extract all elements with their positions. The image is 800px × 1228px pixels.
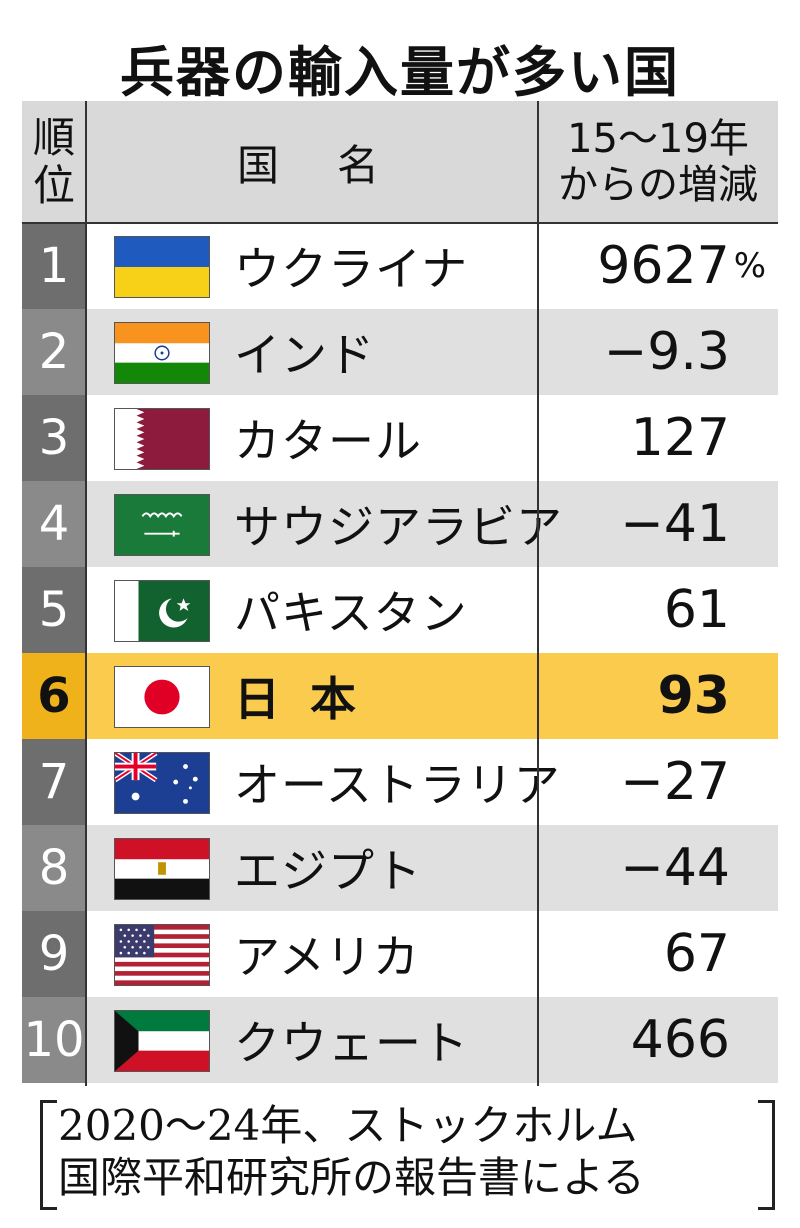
source-line-2: 国際平和研究所の報告書による xyxy=(58,1153,645,1202)
table-row: 7 オーストラリア −27 xyxy=(22,739,778,825)
rank-cell: 2 xyxy=(22,309,86,395)
column-divider xyxy=(85,101,87,1086)
header-change: 15〜19年 からの増減 xyxy=(538,101,778,223)
table-row: 8 エジプト −44 xyxy=(22,825,778,911)
table-row-highlighted: 6 日本 93 xyxy=(22,653,778,739)
header-change-line1: 15〜19年 xyxy=(567,116,749,162)
change-value: −41 xyxy=(620,494,730,554)
table-row: 10 クウェート 466 xyxy=(22,997,778,1083)
rank-cell: 7 xyxy=(22,739,86,825)
right-bracket xyxy=(758,1100,775,1210)
rank-cell: 1 xyxy=(22,223,86,309)
rank-cell: 6 xyxy=(22,653,86,739)
header-change-line2: からの増減 xyxy=(558,162,758,208)
change-value: −9.3 xyxy=(603,322,730,382)
saudi-arabia-flag-icon xyxy=(114,494,210,556)
header-rank: 順 位 xyxy=(22,101,86,223)
country-name: ウクライナ xyxy=(234,242,469,296)
country-name: サウジアラビア xyxy=(234,500,563,554)
page-title: 兵器の輸入量が多い国 xyxy=(120,41,680,104)
india-flag-icon xyxy=(114,322,210,384)
japan-flag-icon xyxy=(114,666,210,728)
change-value: 67 xyxy=(663,924,730,984)
table-row: 5 パキスタン 61 xyxy=(22,567,778,653)
table-row: 9 アメリカ 67 xyxy=(22,911,778,997)
table-row: 3 カタール 127 xyxy=(22,395,778,481)
country-name: オーストラリア xyxy=(234,758,561,812)
rank-cell: 4 xyxy=(22,481,86,567)
country-name: インド xyxy=(234,328,375,382)
header-rank-line1: 順 xyxy=(32,113,75,162)
header-divider xyxy=(22,222,778,224)
table-header: 順 位 国 名 15〜19年 からの増減 xyxy=(22,101,778,223)
change-value: 9627% xyxy=(538,223,766,309)
rank-cell: 3 xyxy=(22,395,86,481)
country-name: パキスタン xyxy=(234,586,468,640)
table-row: 4 サウジアラビア −41 xyxy=(22,481,778,567)
change-value: 127 xyxy=(630,408,730,468)
percent-unit: % xyxy=(733,246,766,286)
country-name: 日本 xyxy=(234,672,386,726)
egypt-flag-icon xyxy=(114,838,210,900)
table-row: 1 ウクライナ 9627% xyxy=(22,223,778,309)
change-value: 466 xyxy=(630,1010,730,1070)
pakistan-flag-icon xyxy=(114,580,210,642)
rank-cell: 9 xyxy=(22,911,86,997)
column-divider xyxy=(537,101,539,1086)
country-name: クウェート xyxy=(234,1016,469,1070)
country-name: アメリカ xyxy=(234,930,420,984)
country-name: エジプト xyxy=(234,844,422,898)
header-country-name: 国 名 xyxy=(236,140,387,190)
change-value: 93 xyxy=(657,666,730,726)
ranking-table: 順 位 国 名 15〜19年 からの増減 1 ウクライナ 9627% 2 インド… xyxy=(22,101,778,1086)
ukraine-flag-icon xyxy=(114,236,210,298)
source-line-1: 2020〜24年、ストックホルム xyxy=(58,1101,638,1150)
change-number: 9627 xyxy=(597,236,730,296)
kuwait-flag-icon xyxy=(114,1010,210,1072)
table-row: 2 インド −9.3 xyxy=(22,309,778,395)
rank-cell: 8 xyxy=(22,825,86,911)
change-value: −27 xyxy=(620,752,730,812)
qatar-flag-icon xyxy=(114,408,210,470)
rank-cell: 10 xyxy=(22,997,86,1083)
change-value: −44 xyxy=(620,838,730,898)
australia-flag-icon xyxy=(114,752,210,814)
left-bracket xyxy=(40,1100,57,1210)
header-rank-line2: 位 xyxy=(32,161,75,210)
usa-flag-icon xyxy=(114,924,210,986)
rank-cell: 5 xyxy=(22,567,86,653)
country-name: カタール xyxy=(234,414,422,468)
source-note: 2020〜24年、ストックホルム 国際平和研究所の報告書による xyxy=(58,1100,778,1210)
change-value: 61 xyxy=(663,580,730,640)
